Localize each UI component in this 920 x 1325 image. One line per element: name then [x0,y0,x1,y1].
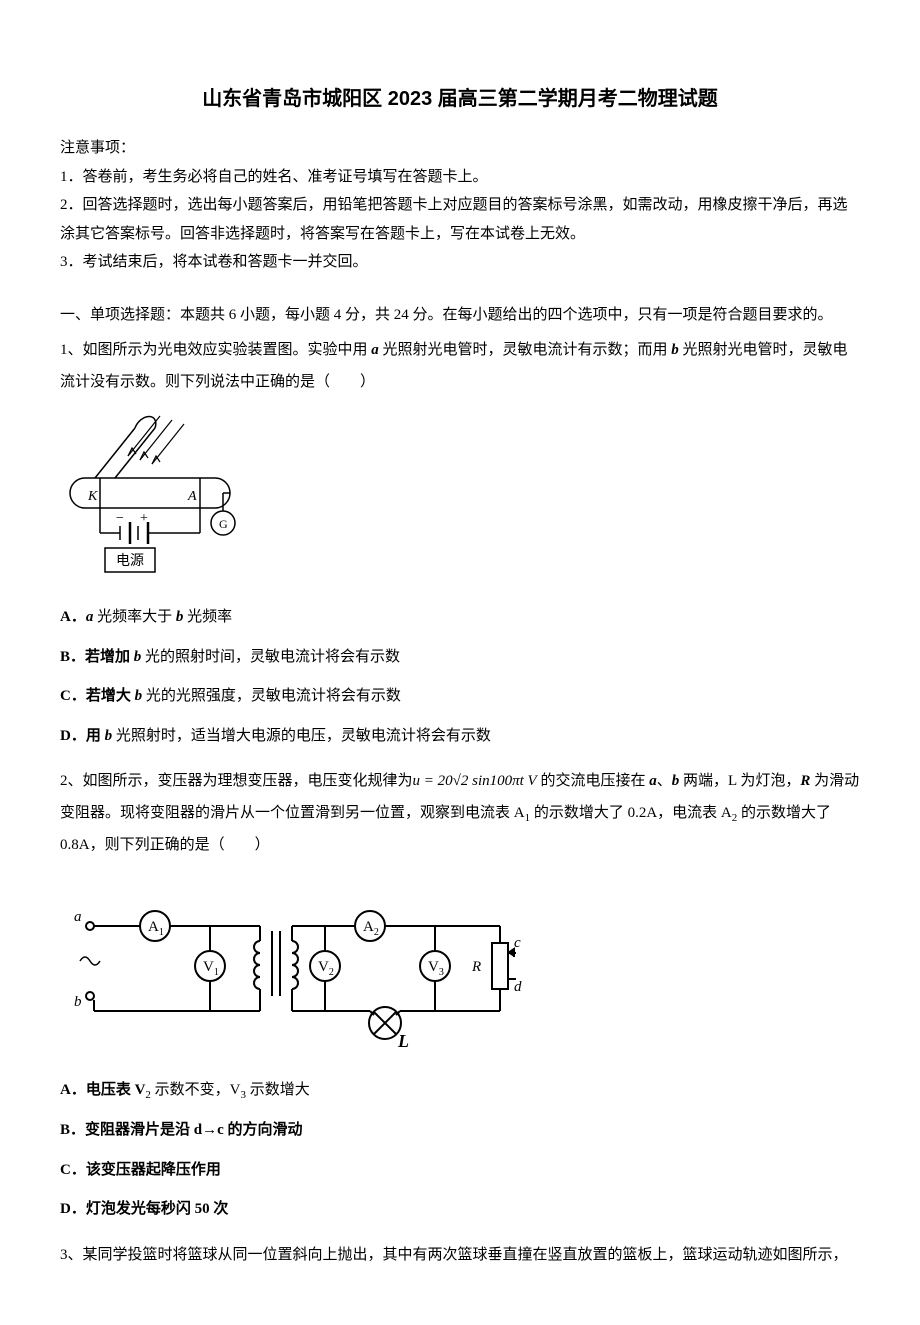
question-3: 3、某同学投篮时将篮球从同一位置斜向上抛出，其中有两次篮球垂直撞在竖直放置的篮板… [60,1240,860,1272]
q2-fig-R: R [471,959,481,975]
q2-stem-f: 的示数增大了 0.2A，电流表 A [530,805,732,821]
q1-choices: A．a 光频率大于 b 光频率 B．若增加 b 光的照射时间，灵敏电流计将会有示… [60,602,860,752]
q2-fig-V2: V2 [318,959,334,978]
instr-header: 注意事项： [60,134,860,163]
instr-2: 2．回答选择题时，选出每小题答案后，用铅笔把答题卡上对应题目的答案标号涂黑，如需… [60,191,860,248]
q2-choice-C: C．该变压器起降压作用 [60,1155,860,1187]
q1-stem-b: 光照射光电管时，灵敏电流计有示数；而用 [379,342,672,358]
q2-formula: u = 20√2 sin100πt V [413,773,537,789]
page-title: 山东省青岛市城阳区 2023 届高三第二学期月考二物理试题 [60,80,860,118]
q2-figure: a b A1 A2 V1 V2 V3 R c d L [60,871,860,1061]
q2-A-c: 示数增大 [246,1082,310,1098]
q2-var-R: R [800,773,810,789]
q2-C: C．该变压器起降压作用 [60,1162,221,1178]
q1-A-label: A． [60,609,86,625]
q2-fig-V3: V3 [428,959,444,978]
question-1: 1、如图所示为光电效应实验装置图。实验中用 a 光照射光电管时，灵敏电流计有示数… [60,335,860,752]
q2-A-a: A．电压表 V [60,1082,145,1098]
q1-stem-a: 1、如图所示为光电效应实验装置图。实验中用 [60,342,371,358]
q2-fig-A1: A1 [148,919,164,938]
q1-C-b: b [135,688,143,704]
q2-fig-a: a [74,909,82,925]
q1-A-mid: 光频率大于 [93,609,176,625]
instr-3: 3．考试结束后，将本试卷和答题卡一并交回。 [60,248,860,277]
q2-choice-A: A．电压表 V2 示数不变，V3 示数增大 [60,1075,860,1107]
q2-stem: 2、如图所示，变压器为理想变压器，电压变化规律为u = 20√2 sin100π… [60,766,860,861]
section-1-intro: 一、单项选择题：本题共 6 小题，每小题 4 分，共 24 分。在每小题给出的四… [60,301,860,330]
q1-A-post: 光频率 [183,609,232,625]
q1-D-post: 光照射时，适当增大电源的电压，灵敏电流计将会有示数 [112,728,491,744]
q2-B: B．变阻器滑片是沿 d→c 的方向滑动 [60,1122,303,1138]
q1-C-label: C．若增大 [60,688,135,704]
q1-figure: K A − + G 电源 [60,408,860,588]
q2-A-b: 示数不变，V [151,1082,241,1098]
q2-stem-b: 的交流电压接在 [537,773,650,789]
q1-var-a: a [371,342,379,358]
q2-stem-c: 、 [657,773,672,789]
q1-stem: 1、如图所示为光电效应实验装置图。实验中用 a 光照射光电管时，灵敏电流计有示数… [60,335,860,398]
q2-fig-b: b [74,994,82,1010]
q1-var-b: b [671,342,679,358]
q1-C-post: 光的光照强度，灵敏电流计将会有示数 [142,688,401,704]
q2-D: D．灯泡发光每秒闪 50 次 [60,1201,228,1217]
q1-choice-A: A．a 光频率大于 b 光频率 [60,602,860,634]
instructions-block: 注意事项： 1．答卷前，考生务必将自己的姓名、准考证号填写在答题卡上。 2．回答… [60,134,860,277]
q1-fig-minus: − [116,511,124,526]
q1-fig-src: 电源 [116,553,144,569]
q3-stem: 3、某同学投篮时将篮球从同一位置斜向上抛出，其中有两次篮球垂直撞在竖直放置的篮板… [60,1240,860,1272]
q2-fig-c: c [514,935,521,951]
q1-D-b: b [105,728,113,744]
q2-choice-B: B．变阻器滑片是沿 d→c 的方向滑动 [60,1115,860,1147]
q2-var-a: a [649,773,657,789]
q2-stem-a: 2、如图所示，变压器为理想变压器，电压变化规律为 [60,773,413,789]
q2-choices: A．电压表 V2 示数不变，V3 示数增大 B．变阻器滑片是沿 d→c 的方向滑… [60,1075,860,1226]
q1-fig-plus: + [140,511,148,526]
question-2: 2、如图所示，变压器为理想变压器，电压变化规律为u = 20√2 sin100π… [60,766,860,1226]
q2-stem-d: 两端，L 为灯泡， [679,773,800,789]
q1-choice-B: B．若增加 b 光的照射时间，灵敏电流计将会有示数 [60,642,860,674]
q2-choice-D: D．灯泡发光每秒闪 50 次 [60,1194,860,1226]
q2-fig-d: d [514,979,522,995]
q1-D-label: D．用 [60,728,105,744]
q1-B-label: B．若增加 [60,649,134,665]
instr-1: 1．答卷前，考生务必将自己的姓名、准考证号填写在答题卡上。 [60,163,860,192]
q1-fig-G: G [219,517,228,531]
q1-choice-D: D．用 b 光照射时，适当增大电源的电压，灵敏电流计将会有示数 [60,721,860,753]
q1-fig-A: A [187,489,197,504]
q2-fig-V1: V1 [203,959,219,978]
q1-fig-K: K [87,489,98,504]
q2-fig-L: L [397,1031,409,1051]
q1-B-post: 光的照射时间，灵敏电流计将会有示数 [141,649,400,665]
q1-choice-C: C．若增大 b 光的光照强度，灵敏电流计将会有示数 [60,681,860,713]
q2-fig-A2: A2 [363,919,379,938]
